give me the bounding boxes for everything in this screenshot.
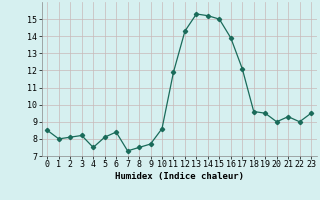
X-axis label: Humidex (Indice chaleur): Humidex (Indice chaleur) bbox=[115, 172, 244, 181]
